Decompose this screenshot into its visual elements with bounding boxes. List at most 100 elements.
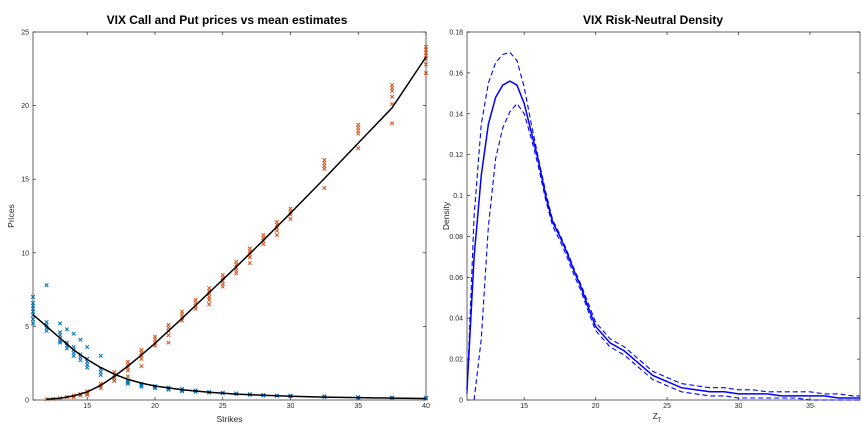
- point-stroke: [44, 328, 49, 333]
- x-tick-label: 25: [663, 403, 671, 410]
- point-stroke: [389, 88, 395, 94]
- data-point: [207, 297, 212, 303]
- data-point: [152, 386, 158, 391]
- data-point: [98, 372, 103, 378]
- point-stroke: [389, 94, 395, 99]
- data-point: [64, 327, 70, 332]
- point-stroke: [85, 392, 90, 398]
- point-stroke: [423, 62, 429, 67]
- x-axis-label-subscript: T: [658, 418, 662, 424]
- y-tick-label: 0.18: [449, 30, 463, 37]
- data-point: [356, 146, 361, 151]
- data-point: [139, 363, 144, 369]
- y-tick-label: 0.12: [449, 152, 463, 159]
- mean-estimate-line: [32, 314, 427, 400]
- y-tick-label: 5: [25, 324, 29, 331]
- point-stroke: [247, 260, 252, 266]
- point-stroke: [389, 101, 395, 107]
- density-bound-line: [466, 51, 860, 397]
- density-line: [466, 80, 860, 399]
- x-tick-label: 15: [83, 403, 91, 410]
- point-stroke: [234, 271, 239, 276]
- point-stroke: [71, 331, 76, 336]
- data-point: [389, 94, 395, 99]
- point-stroke: [288, 216, 293, 222]
- point-stroke: [261, 241, 266, 247]
- point-stroke: [193, 306, 198, 311]
- plot-area: [32, 31, 427, 401]
- point-stroke: [207, 297, 212, 303]
- point-stroke: [274, 228, 280, 233]
- data-point: [98, 353, 103, 358]
- point-stroke: [44, 397, 49, 402]
- point-stroke: [207, 302, 212, 307]
- data-point: [125, 374, 131, 379]
- point-stroke: [64, 346, 70, 351]
- data-point: [57, 321, 63, 326]
- x-tick-label: 40: [422, 403, 430, 410]
- data-point: [220, 284, 225, 289]
- point-stroke: [78, 337, 83, 342]
- x-tick-label: 15: [520, 403, 528, 410]
- data-point: [389, 121, 395, 126]
- density-bound-line: [473, 102, 860, 401]
- point-stroke: [57, 340, 63, 345]
- data-point: [261, 241, 266, 247]
- point-stroke: [125, 381, 131, 386]
- data-point: [322, 166, 327, 172]
- point-stroke: [85, 391, 90, 396]
- point-stroke: [44, 283, 49, 288]
- point-stroke: [152, 343, 158, 348]
- point-stroke: [389, 121, 395, 126]
- chart-marks: [466, 51, 860, 401]
- x-tick-label: 35: [806, 403, 814, 410]
- point-stroke: [98, 372, 103, 378]
- point-stroke: [30, 321, 36, 326]
- data-point: [85, 344, 90, 350]
- data-point: [247, 260, 252, 266]
- point-stroke: [288, 212, 293, 217]
- y-ticks: 0 0.02 0.04 0.06 0.08 0.1 0.12 0.14 0.16 0.18: [449, 30, 860, 405]
- point-stroke: [179, 318, 185, 323]
- chart-title: VIX Risk-Neutral Density: [583, 13, 723, 27]
- point-stroke: [356, 146, 361, 151]
- x-ticks: 15 20 25 30 35 40: [83, 32, 430, 410]
- y-tick-label: 15: [21, 177, 29, 184]
- y-ticks: 0 5 10 15 20 25: [21, 30, 426, 405]
- point-stroke: [112, 378, 117, 384]
- plot-area: [466, 31, 861, 401]
- y-tick-label: 10: [21, 250, 29, 257]
- point-stroke: [322, 166, 327, 172]
- data-point: [125, 381, 131, 386]
- data-point: [30, 316, 36, 322]
- x-tick-label: 30: [287, 403, 295, 410]
- data-point: [389, 88, 395, 94]
- data-point: [166, 333, 171, 338]
- point-stroke: [139, 356, 144, 361]
- data-point: [207, 302, 212, 307]
- y-tick-label: 0.08: [449, 234, 463, 241]
- y-axis-label: Density: [441, 201, 451, 230]
- point-stroke: [125, 374, 131, 379]
- data-point: [288, 216, 293, 222]
- data-point: [85, 365, 90, 370]
- data-point: [423, 71, 429, 76]
- point-stroke: [152, 386, 158, 391]
- point-stroke: [85, 365, 90, 370]
- data-point: [44, 328, 49, 333]
- x-axis-label-main: Z: [653, 411, 658, 421]
- data-point: [78, 358, 83, 363]
- point-stroke: [247, 255, 252, 260]
- data-point: [125, 380, 131, 385]
- point-stroke: [78, 393, 83, 398]
- point-stroke: [85, 344, 90, 350]
- data-point: [234, 271, 239, 276]
- point-stroke: [220, 284, 225, 289]
- data-point: [247, 255, 252, 260]
- data-point: [30, 321, 36, 326]
- data-point: [78, 337, 83, 342]
- data-point: [64, 346, 70, 351]
- chart-marks: [30, 44, 429, 402]
- right-chart: VIX Risk-Neutral Density 15 20 25 30 35 0 0.0…: [441, 13, 861, 424]
